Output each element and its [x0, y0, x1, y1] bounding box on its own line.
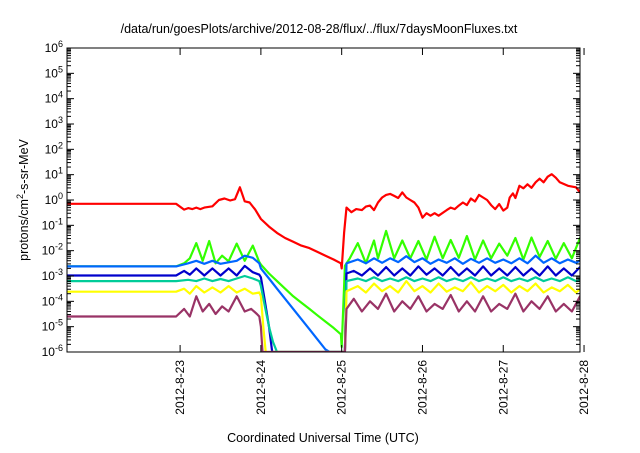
y-axis-label-part1: protons/cm	[17, 199, 31, 261]
y-tick-label: 10-1	[42, 216, 63, 232]
y-tick-label: 105	[45, 64, 63, 80]
x-tick-label: 2012-8-26	[416, 360, 430, 415]
x-tick-label: 2012-8-27	[496, 360, 510, 415]
y-axis-label-superscript: 2	[15, 194, 25, 199]
y-tick-label: 10-6	[42, 343, 63, 359]
y-axis-label-part2: -s-sr-MeV	[17, 138, 31, 194]
x-axis-label: Coordinated Universal Time (UTC)	[227, 431, 419, 445]
y-tick-label: 10-5	[42, 318, 63, 334]
x-axis-ticks: 2012-8-23 2012-8-24 2012-8-25 2012-8-26 2012…	[173, 48, 591, 415]
y-tick-label: 10-2	[42, 242, 63, 258]
y-tick-label: 10-3	[42, 267, 63, 283]
series-line-3	[67, 254, 580, 352]
y-tick-label: 103	[45, 115, 63, 131]
y-tick-label: 104	[45, 90, 63, 106]
x-tick-label: 2012-8-24	[254, 360, 268, 415]
series-lines	[67, 173, 580, 352]
y-axis-label: protons/cm2-s-sr-MeV	[15, 138, 31, 260]
x-tick-label: 2012-8-28	[577, 360, 591, 415]
plot-area	[66, 47, 581, 353]
y-tick-label: 106	[45, 39, 63, 55]
y-tick-label: 100	[45, 191, 63, 207]
x-tick-label: 2012-8-23	[173, 360, 187, 415]
series-line-4	[67, 264, 580, 352]
series-line-1	[67, 173, 580, 270]
y-tick-label: 10-4	[42, 292, 63, 308]
y-tick-label: 101	[45, 166, 63, 182]
series-line-7	[67, 292, 580, 352]
series-line-5	[67, 274, 580, 352]
chart-title: /data/run/goesPlots/archive/2012-08-28/f…	[121, 22, 518, 36]
y-tick-label: 102	[45, 140, 63, 156]
series-line-2	[67, 229, 580, 348]
series-line-6	[67, 280, 580, 352]
x-tick-label: 2012-8-25	[335, 360, 349, 415]
y-axis-ticks: 10-6 10-5 10-4 10-3 10-2 10-1 100 101 102 103 104 1…	[42, 39, 580, 359]
